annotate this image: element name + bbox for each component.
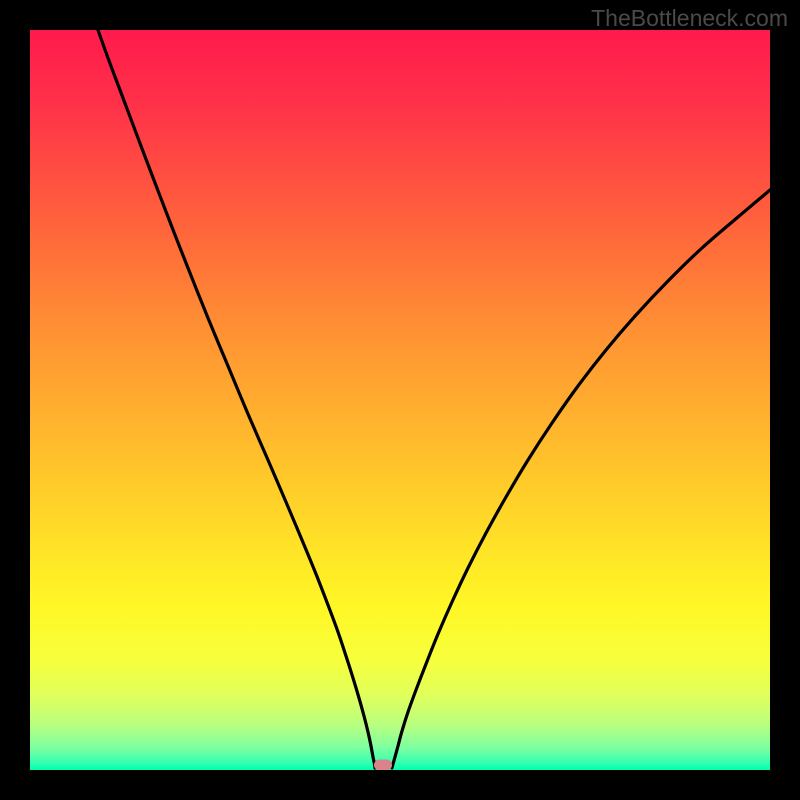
minimum-marker — [374, 760, 392, 771]
watermark-text: TheBottleneck.com — [591, 5, 788, 32]
bottleneck-curve — [30, 30, 770, 770]
plot-area — [30, 30, 770, 770]
chart-frame: TheBottleneck.com — [0, 0, 800, 800]
